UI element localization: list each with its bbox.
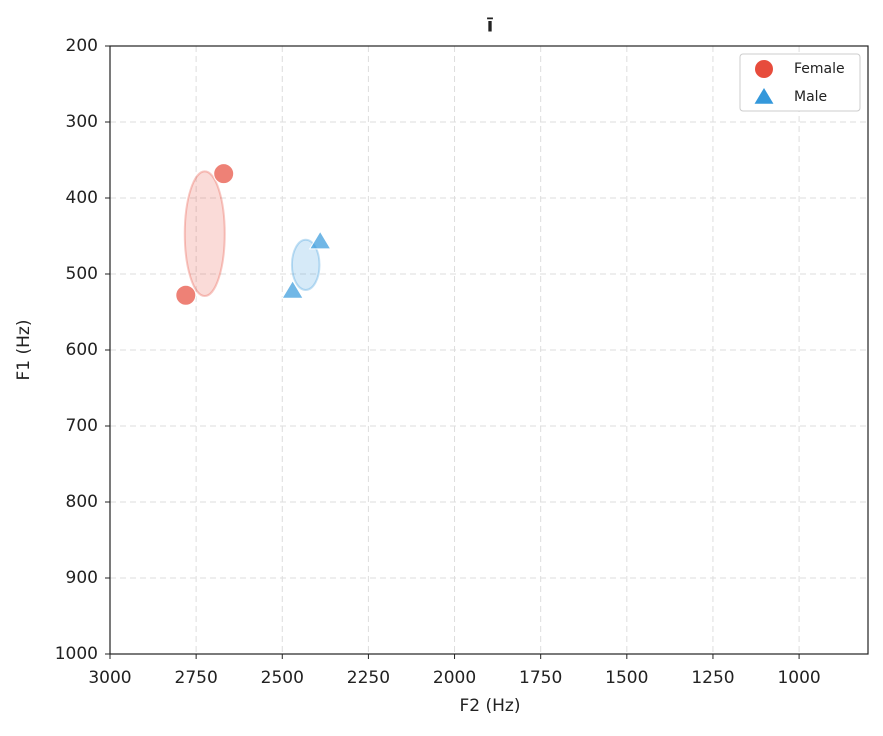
x-tick-label: 1500 (605, 668, 648, 688)
y-tick-label: 800 (66, 492, 98, 512)
plot-frame (109, 45, 869, 655)
x-tick-label: 3000 (88, 668, 131, 688)
y-tick-label: 700 (66, 416, 98, 436)
y-tick-label: 300 (66, 112, 98, 132)
x-tick-label: 1750 (519, 668, 562, 688)
x-tick-label: 2750 (175, 668, 218, 688)
point (281, 279, 304, 299)
y-tick-label: 1000 (55, 644, 98, 664)
x-tick-label: 1250 (691, 668, 734, 688)
x-tick-label: 2500 (261, 668, 304, 688)
x-axis-label: F2 (Hz) (460, 696, 521, 716)
chart-title: ī (487, 15, 494, 37)
x-tick-label: 1000 (777, 668, 820, 688)
legend-label: Male (794, 89, 827, 105)
legend-label: Female (794, 61, 845, 77)
point (213, 163, 235, 185)
y-tick-label: 400 (66, 188, 98, 208)
spread-ellipse (290, 238, 321, 291)
legend-marker (754, 88, 774, 104)
y-axis-label: F1 (Hz) (14, 320, 34, 381)
point (308, 230, 332, 250)
x-tick-label: 2000 (433, 668, 476, 688)
y-tick-label: 500 (66, 264, 98, 284)
y-tick-label: 600 (66, 340, 98, 360)
x-tick-label: 2250 (347, 668, 390, 688)
legend-marker (755, 60, 773, 78)
y-tick-label: 200 (66, 36, 98, 56)
y-tick-label: 900 (66, 568, 98, 588)
point (175, 284, 197, 306)
spread-ellipse (183, 170, 226, 298)
